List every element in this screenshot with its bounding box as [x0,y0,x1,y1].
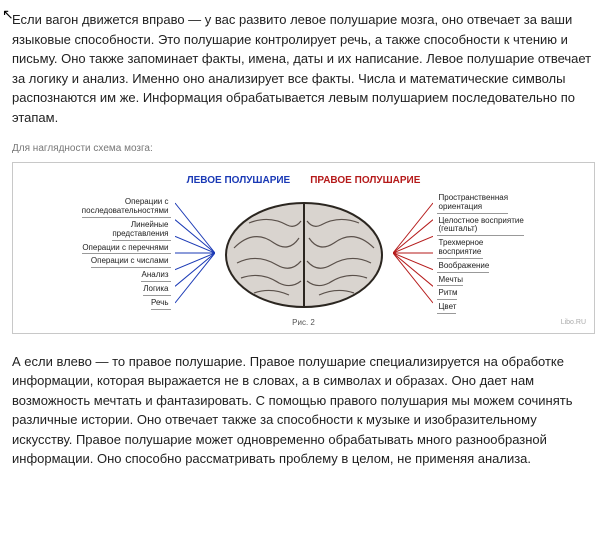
right-label: Трехмерноевосприятие [437,238,484,259]
left-label: Операции споследовательностями [82,197,171,218]
left-label: Анализ [141,270,170,282]
right-label: Ритм [437,288,458,300]
left-label: Операции с числами [91,256,171,268]
right-label: Мечты [437,275,464,287]
right-fan-lines [393,193,433,313]
right-hemisphere-title: ПРАВОЕ ПОЛУШАРИЕ [310,173,420,188]
right-labels-column: ПространственнаяориентацияЦелостное восп… [437,192,545,315]
watermark: Libo.RU [561,318,586,329]
left-label: Линейныепредставления [112,220,170,241]
paragraph-top: Если вагон движется вправо — у вас разви… [12,10,595,127]
left-label: Операции с перечнями [82,243,170,255]
right-label: Воображение [437,261,490,273]
left-hemisphere-title: ЛЕВОЕ ПОЛУШАРИЕ [187,173,291,188]
left-label: Речь [151,298,171,310]
right-label: Пространственнаяориентация [437,193,509,214]
diagram-subcaption: Для наглядности схема мозга: [12,141,595,156]
brain-illustration [219,193,389,313]
left-fan-lines [175,193,215,313]
figure-caption: Рис. 2 [21,317,586,329]
left-labels-column: Операции споследовательностямиЛинейныепр… [63,196,171,310]
paragraph-bottom: А если влево — то правое полушарие. Прав… [12,352,595,469]
right-label: Целостное восприятие(гештальт) [437,216,524,237]
left-label: Логика [143,284,170,296]
right-label: Цвет [437,302,457,314]
hemisphere-titles: ЛЕВОЕ ПОЛУШАРИЕ ПРАВОЕ ПОЛУШАРИЕ [21,173,586,188]
brain-diagram: ЛЕВОЕ ПОЛУШАРИЕ ПРАВОЕ ПОЛУШАРИЕ Операци… [12,162,595,334]
diagram-row: Операции споследовательностямиЛинейныепр… [21,192,586,315]
